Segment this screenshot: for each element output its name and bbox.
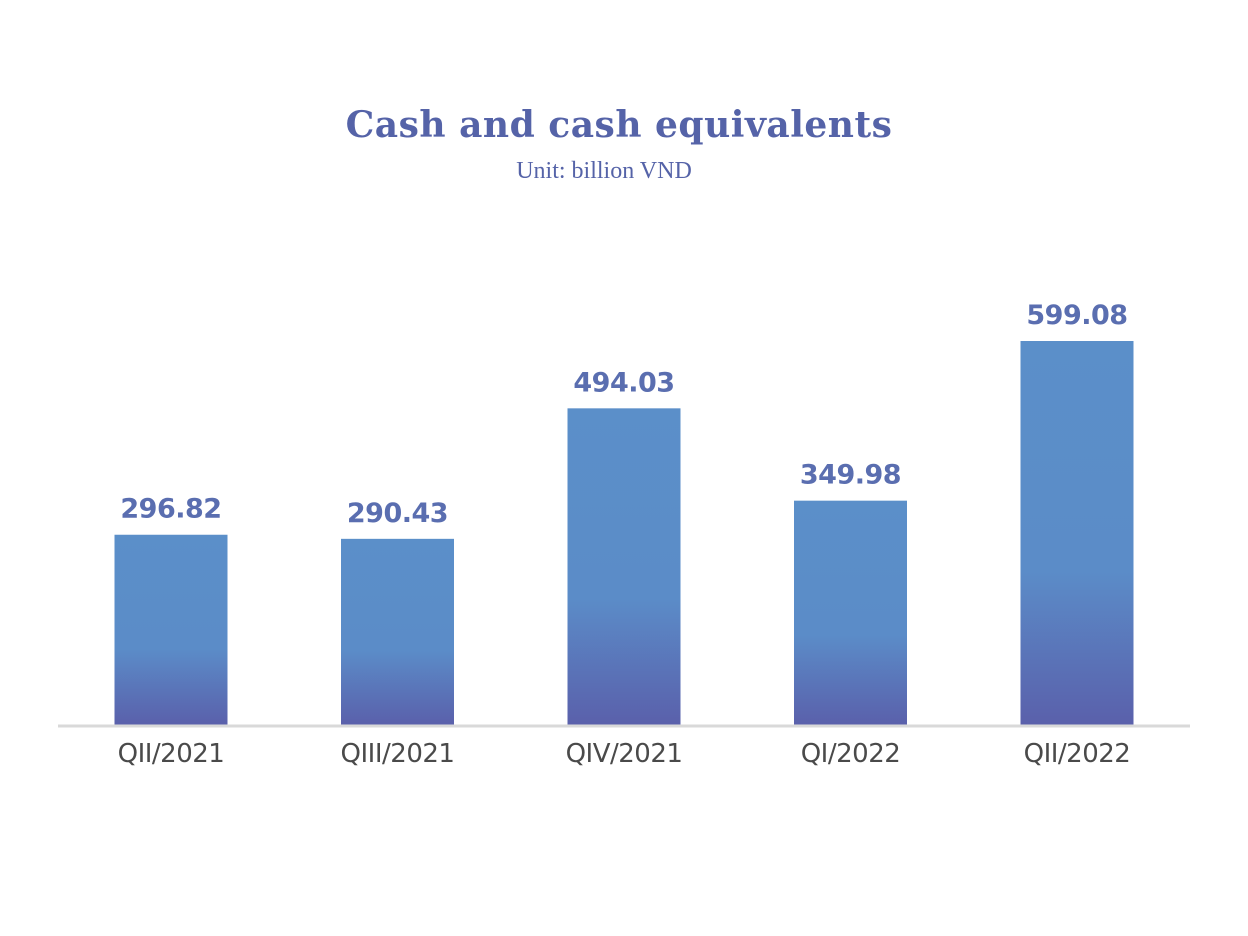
x-tick-label: QII/2021	[118, 739, 225, 769]
data-label: 494.03	[573, 367, 674, 398]
data-label: 290.43	[347, 498, 448, 529]
chart-subtitle: Unit: billion VND	[516, 158, 692, 184]
x-tick-label: QII/2022	[1024, 739, 1131, 769]
data-label: 349.98	[800, 460, 901, 491]
x-tick-label: QI/2022	[801, 739, 901, 769]
bars-group	[114, 341, 1134, 725]
x-tick-label: QIII/2021	[341, 739, 455, 769]
bar-qii-2022	[1020, 341, 1134, 725]
bar-qii-2021	[114, 534, 228, 725]
bar-qi-2022	[794, 500, 907, 725]
labels-group: 296.82 QII/2021 290.43 QIII/2021 494.03 QIV/2…	[118, 300, 1131, 769]
x-tick-label: QIV/2021	[566, 739, 683, 769]
data-label: 296.82	[120, 494, 221, 525]
chart-title: Cash and cash equivalents	[345, 104, 893, 146]
bar-qiii-2021	[341, 538, 454, 725]
bar-qiv-2021	[567, 408, 681, 725]
data-label: 599.08	[1026, 300, 1127, 331]
